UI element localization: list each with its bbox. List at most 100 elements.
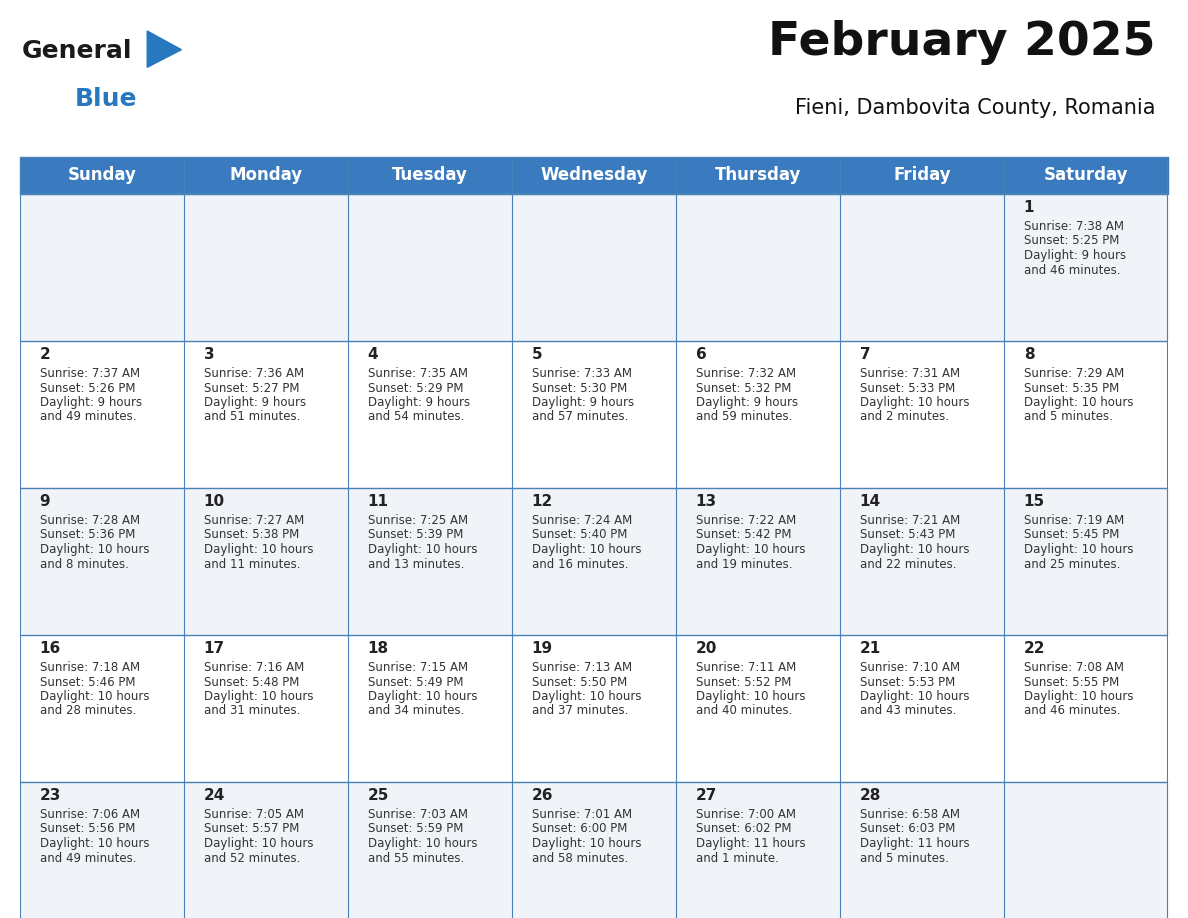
Text: 20: 20 (696, 641, 718, 656)
Text: Sunset: 5:53 PM: Sunset: 5:53 PM (860, 676, 955, 688)
Text: Sunset: 5:59 PM: Sunset: 5:59 PM (367, 823, 463, 835)
Text: and 54 minutes.: and 54 minutes. (367, 410, 465, 423)
Text: Sunset: 5:57 PM: Sunset: 5:57 PM (203, 823, 299, 835)
Bar (20, 782, 1168, 918)
Text: Daylight: 10 hours: Daylight: 10 hours (532, 543, 642, 556)
Bar (20, 157, 1168, 194)
Text: and 5 minutes.: and 5 minutes. (1024, 410, 1112, 423)
Text: Fieni, Dambovita County, Romania: Fieni, Dambovita County, Romania (795, 97, 1155, 118)
Text: and 22 minutes.: and 22 minutes. (860, 557, 956, 570)
Text: Sunrise: 6:58 AM: Sunrise: 6:58 AM (860, 808, 960, 821)
Text: Sunset: 5:48 PM: Sunset: 5:48 PM (203, 676, 299, 688)
Text: 23: 23 (39, 788, 61, 803)
Text: Sunrise: 7:29 AM: Sunrise: 7:29 AM (1024, 367, 1124, 380)
Text: Daylight: 10 hours: Daylight: 10 hours (367, 543, 478, 556)
Text: Daylight: 10 hours: Daylight: 10 hours (696, 543, 805, 556)
Text: Sunrise: 7:03 AM: Sunrise: 7:03 AM (367, 808, 468, 821)
Text: Monday: Monday (229, 166, 303, 185)
Text: Sunrise: 7:08 AM: Sunrise: 7:08 AM (1024, 661, 1124, 674)
Text: Daylight: 10 hours: Daylight: 10 hours (367, 690, 478, 703)
Text: Sunday: Sunday (68, 166, 137, 185)
Text: 18: 18 (367, 641, 388, 656)
Text: Sunset: 6:02 PM: Sunset: 6:02 PM (696, 823, 791, 835)
Text: and 1 minute.: and 1 minute. (696, 852, 778, 865)
Text: Sunset: 5:56 PM: Sunset: 5:56 PM (39, 823, 135, 835)
Text: Sunset: 5:32 PM: Sunset: 5:32 PM (696, 382, 791, 395)
Text: and 16 minutes.: and 16 minutes. (532, 557, 628, 570)
Text: Sunset: 5:38 PM: Sunset: 5:38 PM (203, 529, 299, 542)
Text: Daylight: 11 hours: Daylight: 11 hours (860, 837, 969, 850)
Text: Sunrise: 7:31 AM: Sunrise: 7:31 AM (860, 367, 960, 380)
Text: and 46 minutes.: and 46 minutes. (1024, 704, 1120, 718)
Text: Daylight: 10 hours: Daylight: 10 hours (367, 837, 478, 850)
Text: and 8 minutes.: and 8 minutes. (39, 557, 128, 570)
Text: 28: 28 (860, 788, 881, 803)
Text: and 13 minutes.: and 13 minutes. (367, 557, 465, 570)
Text: Daylight: 10 hours: Daylight: 10 hours (203, 543, 314, 556)
Text: Sunrise: 7:15 AM: Sunrise: 7:15 AM (367, 661, 468, 674)
Text: Sunrise: 7:00 AM: Sunrise: 7:00 AM (696, 808, 796, 821)
Text: 15: 15 (1024, 494, 1044, 509)
Text: and 40 minutes.: and 40 minutes. (696, 704, 792, 718)
Text: Sunrise: 7:38 AM: Sunrise: 7:38 AM (1024, 220, 1124, 233)
Text: Sunset: 5:46 PM: Sunset: 5:46 PM (39, 676, 135, 688)
Text: 9: 9 (39, 494, 50, 509)
Text: Daylight: 9 hours: Daylight: 9 hours (203, 396, 305, 409)
Text: Sunrise: 7:06 AM: Sunrise: 7:06 AM (39, 808, 140, 821)
Polygon shape (147, 31, 182, 67)
Text: Sunset: 5:39 PM: Sunset: 5:39 PM (367, 529, 463, 542)
Text: and 43 minutes.: and 43 minutes. (860, 704, 956, 718)
Text: Sunset: 5:33 PM: Sunset: 5:33 PM (860, 382, 955, 395)
Text: Sunrise: 7:22 AM: Sunrise: 7:22 AM (696, 514, 796, 527)
Text: 27: 27 (696, 788, 718, 803)
Text: 4: 4 (367, 347, 378, 362)
Text: Daylight: 9 hours: Daylight: 9 hours (39, 396, 141, 409)
Text: Sunrise: 7:33 AM: Sunrise: 7:33 AM (532, 367, 632, 380)
Text: Sunrise: 7:36 AM: Sunrise: 7:36 AM (203, 367, 304, 380)
Text: 1: 1 (1024, 200, 1035, 215)
Text: Daylight: 10 hours: Daylight: 10 hours (39, 690, 150, 703)
Text: Daylight: 10 hours: Daylight: 10 hours (1024, 543, 1133, 556)
Text: and 19 minutes.: and 19 minutes. (696, 557, 792, 570)
Text: Sunrise: 7:01 AM: Sunrise: 7:01 AM (532, 808, 632, 821)
Text: and 49 minutes.: and 49 minutes. (39, 852, 137, 865)
Text: Sunrise: 7:28 AM: Sunrise: 7:28 AM (39, 514, 140, 527)
Text: 2: 2 (39, 347, 50, 362)
Text: Daylight: 10 hours: Daylight: 10 hours (532, 837, 642, 850)
Text: and 28 minutes.: and 28 minutes. (39, 704, 137, 718)
Text: and 49 minutes.: and 49 minutes. (39, 410, 137, 423)
Text: Daylight: 10 hours: Daylight: 10 hours (860, 396, 969, 409)
Text: Daylight: 10 hours: Daylight: 10 hours (532, 690, 642, 703)
Text: Daylight: 10 hours: Daylight: 10 hours (696, 690, 805, 703)
Text: Sunrise: 7:19 AM: Sunrise: 7:19 AM (1024, 514, 1124, 527)
Text: Thursday: Thursday (715, 166, 801, 185)
Text: 24: 24 (203, 788, 225, 803)
Text: and 11 minutes.: and 11 minutes. (203, 557, 301, 570)
Text: Sunrise: 7:16 AM: Sunrise: 7:16 AM (203, 661, 304, 674)
Text: 6: 6 (696, 347, 707, 362)
Text: Sunrise: 7:10 AM: Sunrise: 7:10 AM (860, 661, 960, 674)
Text: 3: 3 (203, 347, 214, 362)
Text: Daylight: 10 hours: Daylight: 10 hours (860, 543, 969, 556)
Text: Tuesday: Tuesday (392, 166, 468, 185)
Text: Sunrise: 7:24 AM: Sunrise: 7:24 AM (532, 514, 632, 527)
Text: Daylight: 9 hours: Daylight: 9 hours (1024, 249, 1126, 262)
Bar (20, 635, 1168, 782)
Bar (20, 194, 1168, 341)
Text: Sunset: 5:27 PM: Sunset: 5:27 PM (203, 382, 299, 395)
Text: and 57 minutes.: and 57 minutes. (532, 410, 628, 423)
Text: Sunrise: 7:21 AM: Sunrise: 7:21 AM (860, 514, 960, 527)
Text: Friday: Friday (893, 166, 950, 185)
Text: 12: 12 (532, 494, 552, 509)
Text: Blue: Blue (75, 87, 138, 111)
Text: Sunset: 5:35 PM: Sunset: 5:35 PM (1024, 382, 1119, 395)
Text: Sunrise: 7:18 AM: Sunrise: 7:18 AM (39, 661, 140, 674)
Text: Sunset: 5:45 PM: Sunset: 5:45 PM (1024, 529, 1119, 542)
Text: Sunrise: 7:35 AM: Sunrise: 7:35 AM (367, 367, 468, 380)
Text: Sunset: 5:40 PM: Sunset: 5:40 PM (532, 529, 627, 542)
Text: and 2 minutes.: and 2 minutes. (860, 410, 949, 423)
Text: Daylight: 11 hours: Daylight: 11 hours (696, 837, 805, 850)
Text: Sunrise: 7:32 AM: Sunrise: 7:32 AM (696, 367, 796, 380)
Text: Daylight: 9 hours: Daylight: 9 hours (696, 396, 798, 409)
Text: Sunset: 5:52 PM: Sunset: 5:52 PM (696, 676, 791, 688)
